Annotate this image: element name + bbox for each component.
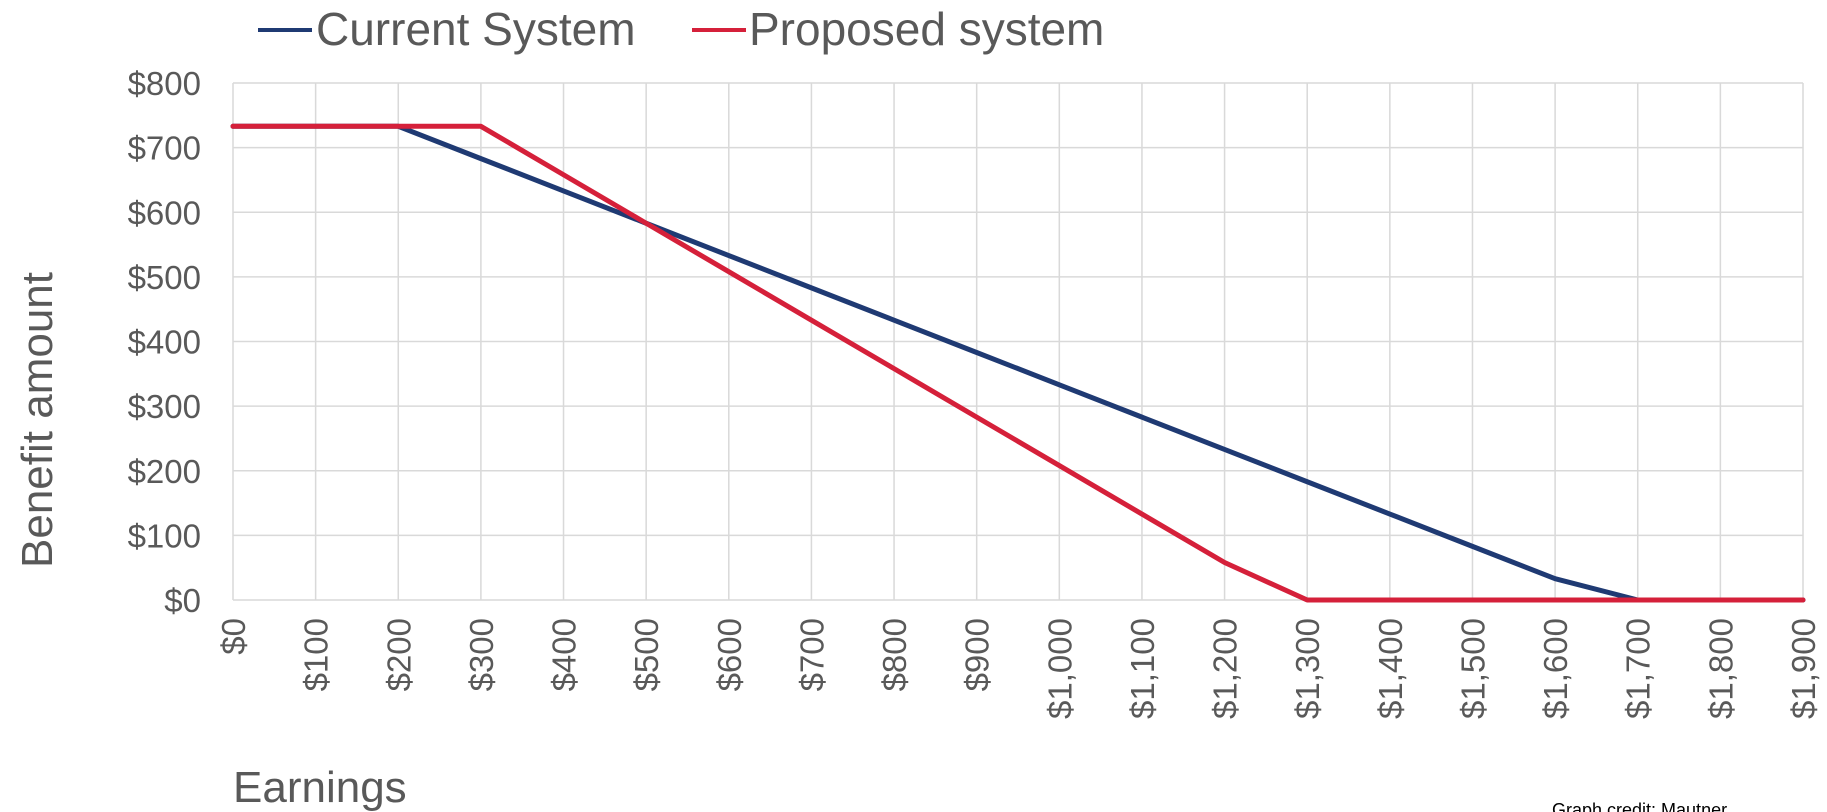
x-tick-label: $1,500 xyxy=(1454,618,1491,719)
x-tick-label: $1,800 xyxy=(1702,618,1739,719)
y-axis-ticks: $0 $100 $200 $300 $400 $500 $600 $700 $800 xyxy=(128,65,201,619)
y-tick-label: $300 xyxy=(128,388,201,425)
y-tick-label: $500 xyxy=(128,259,201,296)
x-tick-label: $100 xyxy=(298,618,335,691)
y-tick-label: $600 xyxy=(128,194,201,231)
x-tick-label: $400 xyxy=(546,618,583,691)
legend: Current System Proposed system xyxy=(258,3,1104,55)
x-tick-label: $300 xyxy=(463,618,500,691)
y-tick-label: $700 xyxy=(128,130,201,167)
x-tick-label: $500 xyxy=(628,618,665,691)
grid xyxy=(232,82,1804,601)
x-tick-label: $1,300 xyxy=(1289,618,1326,719)
y-tick-label: $200 xyxy=(128,453,201,490)
x-axis-ticks: $0 $100 $200 $300 $400 $500 $600 $700 $800 $900 $1… xyxy=(215,618,1822,719)
x-tick-label: $0 xyxy=(215,618,252,655)
x-tick-label: $1,400 xyxy=(1372,618,1409,719)
y-tick-label: $100 xyxy=(128,517,201,554)
y-tick-label: $0 xyxy=(164,582,201,619)
x-tick-label: $600 xyxy=(711,618,748,691)
series-line-current-system xyxy=(230,123,1806,603)
y-axis-title: Benefit amount xyxy=(13,272,62,568)
x-tick-label: $1,700 xyxy=(1620,618,1657,719)
x-tick-label: $1,200 xyxy=(1207,618,1244,719)
y-tick-label: $400 xyxy=(128,324,201,361)
x-tick-label: $900 xyxy=(959,618,996,691)
x-tick-label: $1,600 xyxy=(1537,618,1574,719)
legend-label-proposed-system: Proposed system xyxy=(749,3,1104,55)
x-tick-label: $800 xyxy=(876,618,913,691)
legend-label-current-system: Current System xyxy=(316,3,636,55)
x-tick-label: $200 xyxy=(380,618,417,691)
x-tick-label: $1,900 xyxy=(1785,618,1822,719)
x-tick-label: $700 xyxy=(793,618,830,691)
series-lines xyxy=(230,123,1806,603)
graph-credit: Graph credit: Mautner xyxy=(1552,800,1727,812)
x-axis-title: Earnings xyxy=(233,763,407,812)
series-line-proposed-system xyxy=(230,123,1806,603)
y-tick-label: $800 xyxy=(128,65,201,102)
x-tick-label: $1,000 xyxy=(1041,618,1078,719)
x-tick-label: $1,100 xyxy=(1124,618,1161,719)
